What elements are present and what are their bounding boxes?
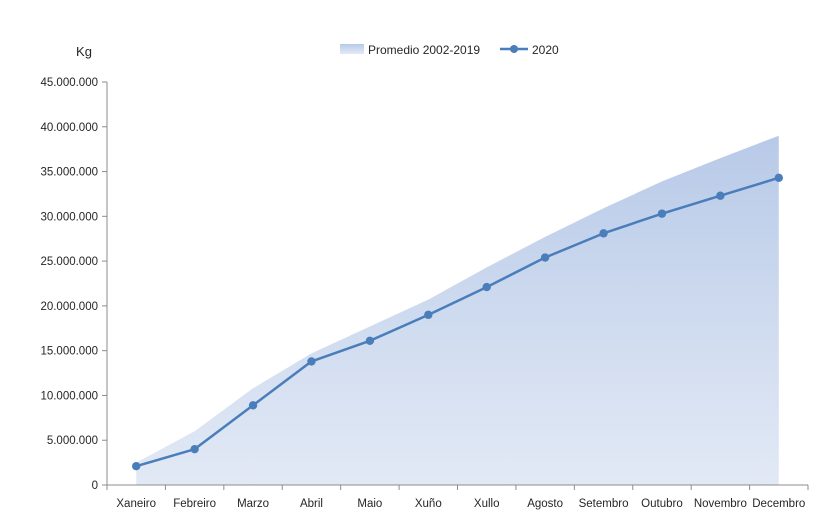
data-point-2020 xyxy=(540,253,550,262)
y-tick-label: 45.000.000 xyxy=(40,77,98,89)
data-point-2020 xyxy=(599,229,608,238)
data-point-2020 xyxy=(774,173,783,183)
legend-swatch-promedio xyxy=(340,44,364,54)
y-axis-label: Kg xyxy=(76,44,92,59)
line-series-2020 xyxy=(135,176,780,468)
plot-area: 0 5.000.000 10.000.000 15.000.000 20.000.000… xyxy=(40,77,809,510)
x-tick-label: Xaneiro xyxy=(116,498,156,510)
y-tick-label: 35.000.000 xyxy=(40,167,98,179)
data-point-2020 xyxy=(365,336,375,346)
area-series-promedio xyxy=(136,135,779,485)
legend: Promedio 2002-2019 2020 xyxy=(340,43,559,57)
data-point-2020 xyxy=(716,191,725,200)
x-tick-label: Marzo xyxy=(237,498,269,510)
y-tick-label: 15.000.000 xyxy=(40,346,98,358)
legend-label-promedio: Promedio 2002-2019 xyxy=(368,43,480,57)
x-tick-label: Decembro xyxy=(752,498,805,510)
legend-marker-2020 xyxy=(510,45,518,53)
legend-label-2020: 2020 xyxy=(532,43,559,57)
x-tick-label: Febreiro xyxy=(173,498,216,510)
x-tick-label: Abril xyxy=(300,498,323,510)
y-tick-label: 20.000.000 xyxy=(40,301,98,313)
x-tick-label: Setembro xyxy=(579,498,629,510)
y-tick-label: 10.000.000 xyxy=(40,390,98,402)
y-tick-label: 0 xyxy=(92,480,98,492)
x-tick-label: Xuño xyxy=(415,498,442,510)
x-tick-label: Xullo xyxy=(474,498,500,510)
x-tick-label: Outubro xyxy=(641,498,683,510)
data-point-2020 xyxy=(424,310,433,320)
x-tick-label: Agosto xyxy=(527,498,563,510)
y-tick-label: 30.000.000 xyxy=(40,211,98,223)
y-tick-label: 5.000.000 xyxy=(47,435,98,447)
data-point-2020 xyxy=(482,282,491,292)
data-point-2020 xyxy=(132,461,141,471)
y-tick-label: 40.000.000 xyxy=(40,122,98,134)
x-tick-label: Maio xyxy=(357,498,382,510)
y-tick-label: 25.000.000 xyxy=(40,256,98,268)
data-point-2020 xyxy=(307,357,316,366)
x-tick-label: Novembro xyxy=(694,498,747,510)
data-point-2020 xyxy=(190,444,199,454)
data-point-2020 xyxy=(657,209,667,218)
data-point-2020 xyxy=(248,401,258,410)
